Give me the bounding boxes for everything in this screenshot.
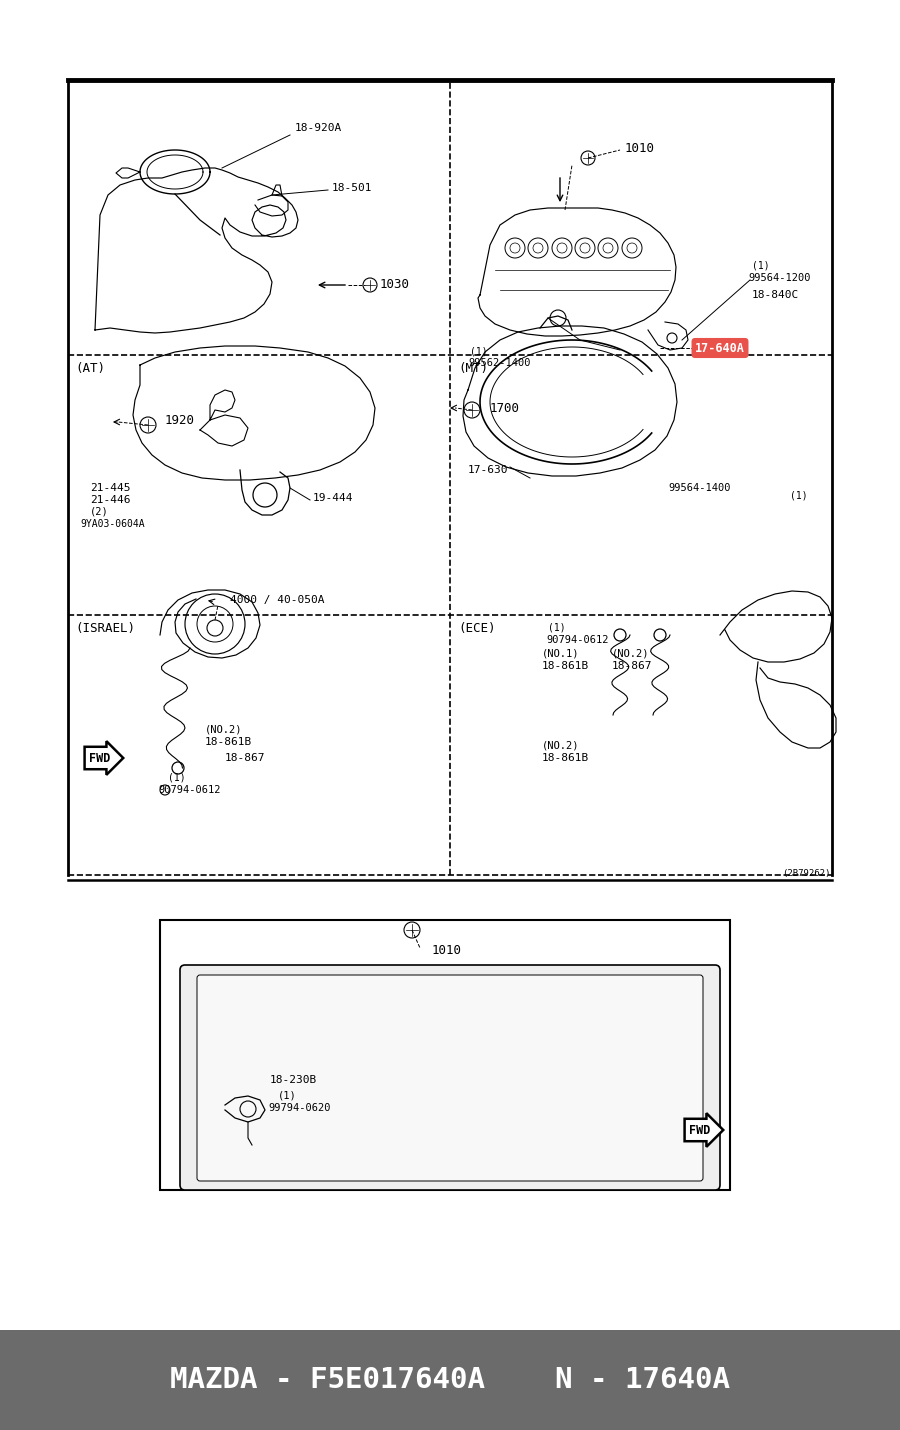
Text: (1): (1) <box>548 623 565 633</box>
Text: (1): (1) <box>790 490 807 500</box>
Bar <box>160 919 730 1190</box>
Text: 18-501: 18-501 <box>332 183 373 193</box>
Text: 21-445: 21-445 <box>90 483 130 493</box>
Text: 90794-0612: 90794-0612 <box>158 785 220 795</box>
Text: (1): (1) <box>752 260 770 270</box>
Text: (1): (1) <box>470 347 488 358</box>
Text: MAZDA - F5E017640A    N - 17640A: MAZDA - F5E017640A N - 17640A <box>170 1366 730 1394</box>
Text: 1010: 1010 <box>625 142 655 154</box>
Bar <box>0 1330 900 1430</box>
Text: (NO.2): (NO.2) <box>612 649 650 659</box>
Text: 99564-1200: 99564-1200 <box>748 273 811 283</box>
Text: 99562-1400: 99562-1400 <box>468 358 530 368</box>
Text: (1): (1) <box>168 774 185 784</box>
Text: FWD: FWD <box>689 1124 711 1137</box>
Text: 21-446: 21-446 <box>90 495 130 505</box>
FancyBboxPatch shape <box>197 975 703 1181</box>
Text: (AT): (AT) <box>75 362 105 375</box>
Text: (NO.1): (NO.1) <box>542 649 580 659</box>
Text: 18-861B: 18-861B <box>542 754 590 764</box>
Text: (NO.2): (NO.2) <box>205 725 242 735</box>
Text: 99564-1400: 99564-1400 <box>668 483 731 493</box>
Text: (1): (1) <box>278 1090 297 1100</box>
Text: 4000 / 40-050A: 4000 / 40-050A <box>230 595 325 605</box>
Text: 18-867: 18-867 <box>612 661 652 671</box>
Text: 18-840C: 18-840C <box>752 290 799 300</box>
Text: 1010: 1010 <box>432 944 462 957</box>
Text: 17-640A: 17-640A <box>695 342 745 355</box>
Text: 1030: 1030 <box>380 279 410 292</box>
Text: 1700: 1700 <box>490 402 520 415</box>
Text: (2B79262): (2B79262) <box>781 869 830 878</box>
Text: 18-230B: 18-230B <box>270 1075 317 1085</box>
Text: 1920: 1920 <box>165 413 195 426</box>
Text: 18-920A: 18-920A <box>295 123 342 133</box>
Text: 19-444: 19-444 <box>313 493 354 503</box>
Text: 99794-0620: 99794-0620 <box>268 1103 330 1113</box>
Text: (ISRAEL): (ISRAEL) <box>75 622 135 635</box>
Text: FWD: FWD <box>89 752 111 765</box>
Text: (MT): (MT) <box>458 362 488 375</box>
Text: 90794-0612: 90794-0612 <box>546 635 608 645</box>
Text: 18-867: 18-867 <box>225 754 266 764</box>
Text: 9YA03-0604A: 9YA03-0604A <box>80 519 145 529</box>
Text: 18-861B: 18-861B <box>542 661 590 671</box>
Text: (ECE): (ECE) <box>458 622 496 635</box>
Text: 18-861B: 18-861B <box>205 736 252 746</box>
FancyBboxPatch shape <box>180 965 720 1190</box>
Text: (NO.2): (NO.2) <box>542 739 580 749</box>
Text: 17-630: 17-630 <box>468 465 508 475</box>
Text: (2): (2) <box>90 508 109 518</box>
